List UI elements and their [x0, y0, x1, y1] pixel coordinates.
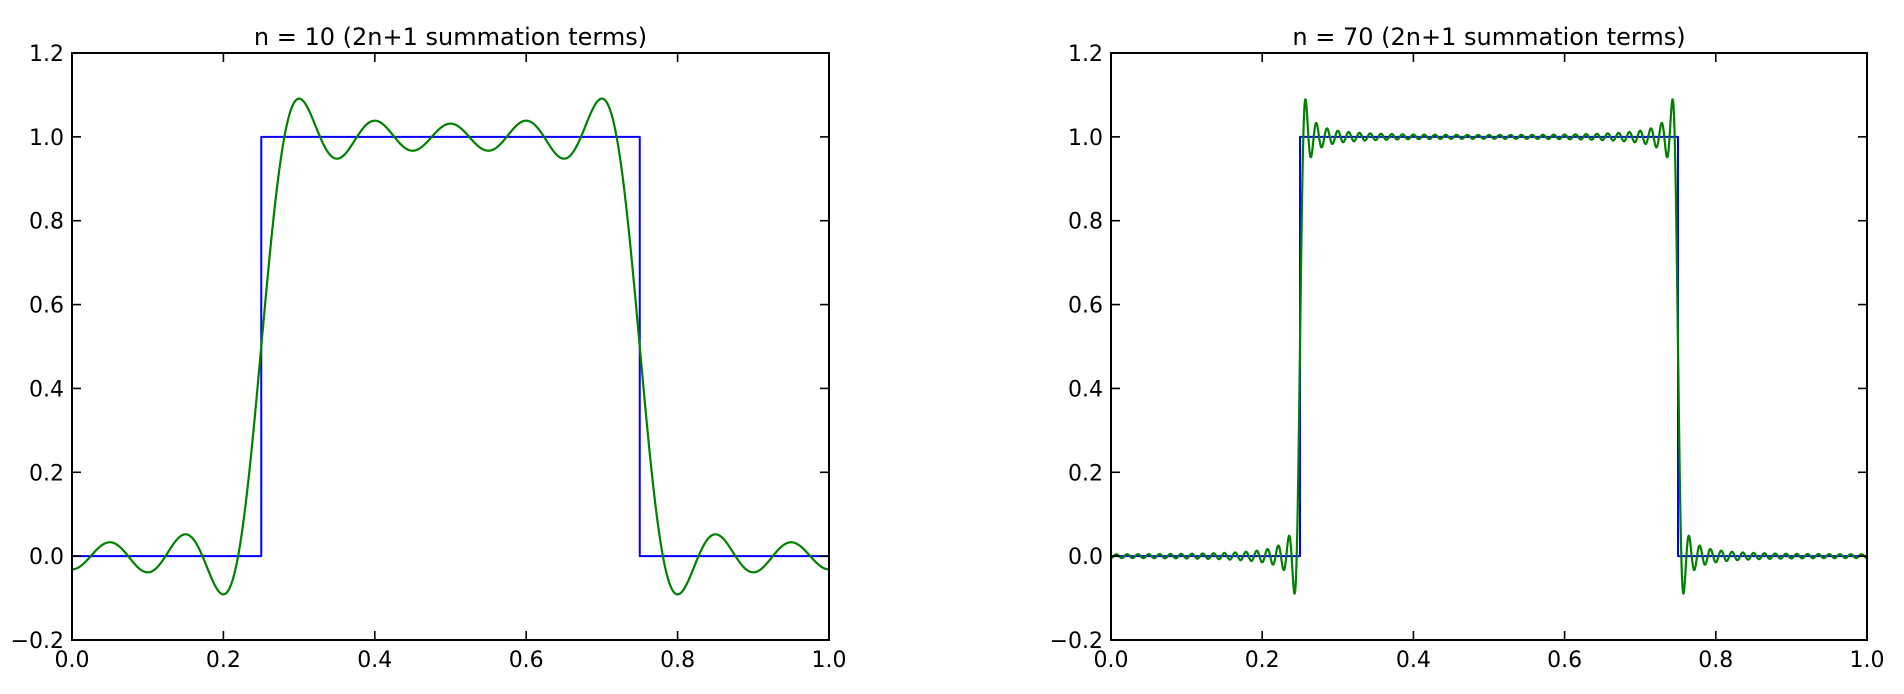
axes-frame	[71, 52, 830, 641]
x-tick-label: 0.8	[1698, 648, 1733, 673]
x-tick-label: 0.0	[55, 648, 90, 673]
y-tick-label: 0.6	[1068, 294, 1103, 319]
square-wave-line	[71, 135, 830, 558]
y-tick-label: 1.0	[1068, 126, 1103, 151]
fourier-partial-sum-line	[70, 97, 831, 596]
y-tick-label: 0.0	[1068, 545, 1103, 570]
y-tick-label: −0.2	[11, 629, 64, 654]
fourier-partial-sum-line	[1109, 98, 1869, 595]
x-tick-label: 0.6	[1547, 648, 1582, 673]
x-tick-label: 0.8	[660, 648, 695, 673]
y-tick-label: 0.2	[1068, 461, 1103, 486]
plot-area-left: 0.0 0.2 0.4 0.6 0.8 1.0−0.20.00.20.40.60.81.0…	[11, 42, 847, 673]
y-tick-label: 0.8	[29, 210, 64, 235]
plot-title-right: n = 70 (2n+1 summation terms)	[1292, 23, 1685, 51]
x-tick-label: 0.4	[1396, 648, 1431, 673]
x-tick-label: 0.2	[206, 648, 241, 673]
x-tick-label: 1.0	[812, 648, 847, 673]
subplot-n10: n = 10 (2n+1 summation terms) 0.0 0.2 0.4 0…	[11, 23, 847, 673]
y-tick-label: 1.2	[1068, 42, 1103, 67]
y-tick-label: 0.6	[29, 294, 64, 319]
subplot-n70: n = 70 (2n+1 summation terms) 0.0 0.2 0.4 0…	[1050, 23, 1885, 673]
x-tick-label: 1.0	[1850, 648, 1885, 673]
x-tick-label: 0.6	[509, 648, 544, 673]
y-tick-label: 0.4	[1068, 377, 1103, 402]
y-tick-label: −0.2	[1050, 629, 1103, 654]
x-tick-label: 0.2	[1245, 648, 1280, 673]
plot-title-left: n = 10 (2n+1 summation terms)	[254, 23, 647, 51]
square-wave-line	[1110, 135, 1868, 558]
y-tick-label: 1.2	[29, 42, 64, 67]
x-tick-label: 0.0	[1094, 648, 1129, 673]
y-tick-label: 0.8	[1068, 210, 1103, 235]
x-tick-label: 0.4	[357, 648, 392, 673]
y-tick-label: 1.0	[29, 126, 64, 151]
plot-area-right: 0.0 0.2 0.4 0.6 0.8 1.0−0.20.00.20.40.60.81.0…	[1050, 42, 1885, 673]
axes-frame	[1110, 52, 1868, 641]
y-tick-label: 0.0	[29, 545, 64, 570]
y-tick-label: 0.4	[29, 377, 64, 402]
y-tick-label: 0.2	[29, 461, 64, 486]
